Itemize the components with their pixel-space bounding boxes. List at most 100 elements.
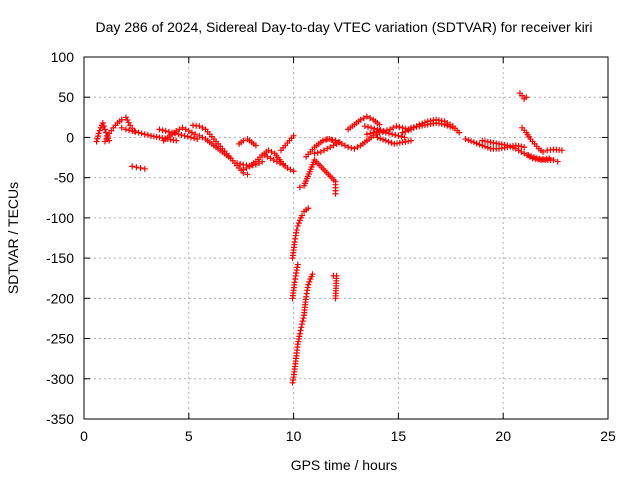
data-point [554, 158, 561, 165]
data-point [259, 158, 266, 165]
series-arc-s [363, 128, 408, 141]
data-point [268, 148, 275, 155]
data-point [118, 124, 125, 131]
data-point [398, 133, 405, 140]
data-point [264, 153, 271, 160]
data-point [348, 144, 355, 151]
data-point [390, 124, 397, 131]
grid-lines [84, 57, 608, 419]
data-point [357, 116, 364, 123]
data-point [296, 330, 303, 337]
data-point [199, 134, 206, 141]
data-point [473, 140, 480, 147]
data-point [297, 327, 304, 334]
x-tick-label: 0 [80, 428, 88, 444]
data-point [558, 147, 565, 154]
data-point [540, 148, 547, 155]
series-drop-1 [289, 205, 312, 262]
series-arc-v [407, 119, 456, 131]
data-point [159, 127, 166, 134]
data-point [482, 143, 489, 150]
data-point [373, 128, 380, 135]
data-point [519, 92, 526, 99]
data-point [173, 137, 180, 144]
data-point [199, 124, 206, 131]
chart-title: Day 286 of 2024, Sidereal Day-to-day VTE… [96, 19, 593, 35]
data-point [298, 324, 305, 331]
data-point [126, 127, 133, 134]
data-point [380, 136, 387, 143]
data-point [382, 129, 389, 136]
y-tick-label: -200 [46, 290, 74, 306]
data-point [405, 127, 412, 134]
data-point [173, 128, 180, 135]
x-tick-label: 10 [286, 428, 302, 444]
data-point [287, 166, 294, 173]
data-point [294, 261, 301, 268]
data-point [392, 132, 399, 139]
data-point [273, 158, 280, 165]
data-point [240, 137, 247, 144]
data-point [395, 132, 402, 139]
data-point [476, 141, 483, 148]
data-point [94, 135, 101, 142]
data-point [365, 123, 372, 130]
data-point [125, 119, 132, 126]
y-tick-label: -250 [46, 331, 74, 347]
data-point [389, 131, 396, 138]
data-point [141, 165, 148, 172]
data-point [132, 128, 139, 135]
y-tick-label: 0 [66, 129, 74, 145]
series-arc-l [278, 132, 297, 154]
series-arc-y [516, 90, 530, 102]
data-point [376, 121, 383, 128]
series-arc-aa [525, 152, 561, 165]
data-point [523, 94, 530, 101]
data-point [407, 137, 414, 144]
data-point [135, 129, 142, 136]
data-point [311, 150, 318, 157]
data-point [314, 149, 321, 156]
x-axis-ticks: 0 5 10 15 20 25 [80, 57, 616, 444]
data-point [319, 137, 326, 144]
data-point [509, 144, 516, 151]
data-point [374, 134, 381, 141]
data-point [252, 142, 259, 149]
data-point [124, 117, 131, 124]
data-point [133, 164, 140, 171]
data-point [388, 139, 395, 146]
data-point [368, 124, 375, 131]
data-point [550, 156, 557, 163]
data-point [270, 156, 277, 163]
series-arc-m [261, 152, 287, 168]
data-point [317, 148, 324, 155]
data-point [137, 165, 144, 172]
y-tick-label: 50 [58, 89, 74, 105]
data-point [470, 139, 477, 146]
data-point [182, 126, 189, 133]
data-point [521, 144, 528, 151]
data-point [138, 130, 145, 137]
data-point [300, 315, 307, 322]
data-point [323, 136, 330, 143]
x-tick-label: 25 [600, 428, 616, 444]
data-point [294, 222, 301, 229]
data-point [95, 130, 102, 137]
series-arc-f [160, 124, 199, 144]
data-points [93, 90, 565, 386]
data-point [103, 129, 110, 136]
data-point [290, 168, 297, 175]
data-point [329, 136, 336, 143]
series-arc-t [374, 134, 414, 147]
data-point [261, 152, 268, 159]
y-axis-ticks: 100 50 0 -50 -100 -150 -200 -250 -300 -350 [46, 49, 608, 427]
data-point [284, 165, 291, 172]
data-point [122, 126, 129, 133]
data-point [181, 132, 188, 139]
data-point [401, 134, 408, 141]
data-point [361, 123, 368, 130]
data-point [191, 135, 198, 142]
data-point [298, 212, 305, 219]
data-point [296, 184, 303, 191]
